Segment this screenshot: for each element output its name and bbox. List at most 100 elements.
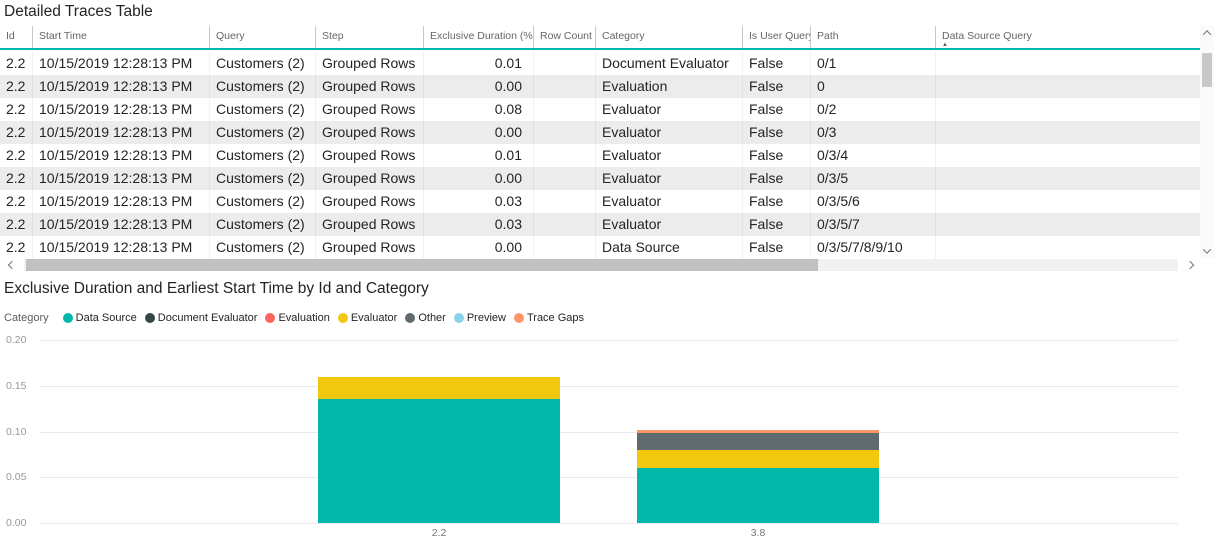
column-header-is-user-query[interactable]: Is User Query: [743, 26, 811, 48]
table-cell: [936, 236, 1200, 259]
scroll-right-icon[interactable]: [1180, 259, 1200, 271]
table-cell: 10/15/2019 12:28:13 PM: [33, 236, 210, 259]
y-axis-tick-label: 0.15: [6, 379, 27, 392]
column-header-step[interactable]: Step: [316, 26, 424, 48]
legend-item-document-evaluator[interactable]: Document Evaluator: [144, 312, 257, 324]
column-header-label: Exclusive Duration (%): [430, 30, 534, 42]
table-title: Detailed Traces Table: [4, 3, 153, 20]
legend-title: Category: [4, 312, 49, 324]
legend-item-data-source[interactable]: Data Source: [62, 312, 137, 324]
table-row[interactable]: 2.2 10/15/2019 12:28:13 PM Customers (2) Gr…: [0, 121, 1200, 144]
legend-item-evaluation[interactable]: Evaluation: [265, 312, 330, 324]
gridline: [40, 385, 1178, 387]
table-cell: [936, 213, 1200, 236]
legend-color-dot-icon: [62, 313, 73, 323]
table-cell: Grouped Rows: [316, 52, 424, 75]
scroll-left-icon[interactable]: [2, 259, 22, 271]
table-row[interactable]: 2.2 10/15/2019 12:28:13 PM Customers (2) Gr…: [0, 213, 1200, 236]
scroll-up-icon[interactable]: [1200, 26, 1214, 40]
table-cell: [534, 98, 596, 121]
table-cell: False: [743, 213, 811, 236]
table-cell: [534, 213, 596, 236]
chevron-down-icon: [1202, 245, 1212, 254]
bar-segment-data-source[interactable]: [637, 468, 879, 523]
legend-item-other[interactable]: Other: [405, 312, 446, 324]
bar-segment-evaluator[interactable]: [637, 449, 879, 469]
table-cell: Data Source: [596, 236, 743, 259]
bar-segment-trace-gaps[interactable]: [637, 429, 879, 434]
table-cell: 2.2: [0, 236, 33, 259]
legend-item-evaluator[interactable]: Evaluator: [337, 312, 398, 324]
column-header-label: Data Source Query: [942, 30, 1032, 42]
horizontal-scrollbar-thumb[interactable]: [26, 259, 818, 271]
column-header-data-source-query[interactable]: Data Source Query ▲: [936, 26, 1200, 48]
table-cell: 0.00: [424, 167, 534, 190]
table-cell: 0.01: [424, 52, 534, 75]
table-cell: Grouped Rows: [316, 98, 424, 121]
table-cell: 0/3/5/6: [811, 190, 936, 213]
table-cell: 10/15/2019 12:28:13 PM: [33, 190, 210, 213]
table-cell: False: [743, 236, 811, 259]
table-row[interactable]: 2.2 10/15/2019 12:28:13 PM Customers (2) Gr…: [0, 190, 1200, 213]
table-cell: 0.01: [424, 144, 534, 167]
table-row[interactable]: 2.2 10/15/2019 12:28:13 PM Customers (2) Gr…: [0, 75, 1200, 98]
legend-item-label: Evaluator: [350, 312, 398, 324]
table-cell: 0/3/5/7: [811, 213, 936, 236]
legend-color-dot-icon: [453, 313, 464, 323]
legend-color-dot-icon: [265, 313, 276, 323]
table-cell: Customers (2): [210, 144, 316, 167]
horizontal-scrollbar-track[interactable]: [24, 259, 1178, 271]
table-cell: 0/3/5/7/8/9/10: [811, 236, 936, 259]
gridline: [40, 431, 1178, 433]
table-cell: [936, 98, 1200, 121]
x-axis-category-label: 2.2: [431, 527, 447, 539]
table-row[interactable]: 2.2 10/15/2019 12:28:13 PM Customers (2) Gr…: [0, 98, 1200, 121]
legend-color-dot-icon: [513, 313, 524, 323]
scroll-down-icon[interactable]: [1200, 244, 1214, 258]
bar-segment-evaluator[interactable]: [318, 376, 560, 400]
table-cell: Grouped Rows: [316, 144, 424, 167]
table-cell: 2.2: [0, 213, 33, 236]
legend-item-trace-gaps[interactable]: Trace Gaps: [513, 312, 585, 324]
table-cell: Customers (2): [210, 121, 316, 144]
table-cell: Customers (2): [210, 190, 316, 213]
column-header-id[interactable]: Id: [0, 26, 33, 48]
table-row[interactable]: 2.2 10/15/2019 12:28:13 PM Customers (2) Gr…: [0, 144, 1200, 167]
legend-item-label: Trace Gaps: [526, 312, 585, 324]
table-body: 2.2 10/15/2019 12:28:13 PM Customers (2) Gr…: [0, 52, 1200, 259]
table-cell: Customers (2): [210, 236, 316, 259]
table-cell: [936, 144, 1200, 167]
chevron-up-icon: [1202, 30, 1212, 39]
table-cell: Evaluator: [596, 144, 743, 167]
column-header-category[interactable]: Category: [596, 26, 743, 48]
table-vertical-scrollbar[interactable]: [1200, 26, 1214, 258]
table-cell: 0: [811, 75, 936, 98]
legend-color-dot-icon: [144, 313, 155, 323]
bar-segment-data-source[interactable]: [318, 399, 560, 523]
column-header-query[interactable]: Query: [210, 26, 316, 48]
table-horizontal-scrollbar[interactable]: [0, 259, 1200, 271]
column-header-path[interactable]: Path: [811, 26, 936, 48]
column-header-exclusive-duration[interactable]: Exclusive Duration (%): [424, 26, 534, 48]
table-row[interactable]: 2.2 10/15/2019 12:28:13 PM Customers (2) Gr…: [0, 167, 1200, 190]
table-cell: [534, 52, 596, 75]
vertical-scrollbar-thumb[interactable]: [1202, 53, 1212, 87]
table-cell: Customers (2): [210, 98, 316, 121]
table-cell: 10/15/2019 12:28:13 PM: [33, 121, 210, 144]
table-cell: Document Evaluator: [596, 52, 743, 75]
bar-segment-other[interactable]: [637, 433, 879, 450]
table-cell: 0.03: [424, 190, 534, 213]
column-header-label: Is User Query: [749, 30, 811, 42]
column-header-label: Row Count: [540, 30, 592, 42]
table-cell: Grouped Rows: [316, 190, 424, 213]
column-header-row-count[interactable]: Row Count: [534, 26, 596, 48]
table-cell: 10/15/2019 12:28:13 PM: [33, 144, 210, 167]
table-cell: Evaluator: [596, 121, 743, 144]
table-cell: Evaluation: [596, 75, 743, 98]
column-header-start-time[interactable]: Start Time: [33, 26, 210, 48]
table-row[interactable]: 2.2 10/15/2019 12:28:13 PM Customers (2) Gr…: [0, 236, 1200, 259]
table-cell: 10/15/2019 12:28:13 PM: [33, 98, 210, 121]
legend-item-preview[interactable]: Preview: [453, 312, 506, 324]
column-header-label: Step: [322, 30, 344, 42]
table-row[interactable]: 2.2 10/15/2019 12:28:13 PM Customers (2) Gr…: [0, 52, 1200, 75]
